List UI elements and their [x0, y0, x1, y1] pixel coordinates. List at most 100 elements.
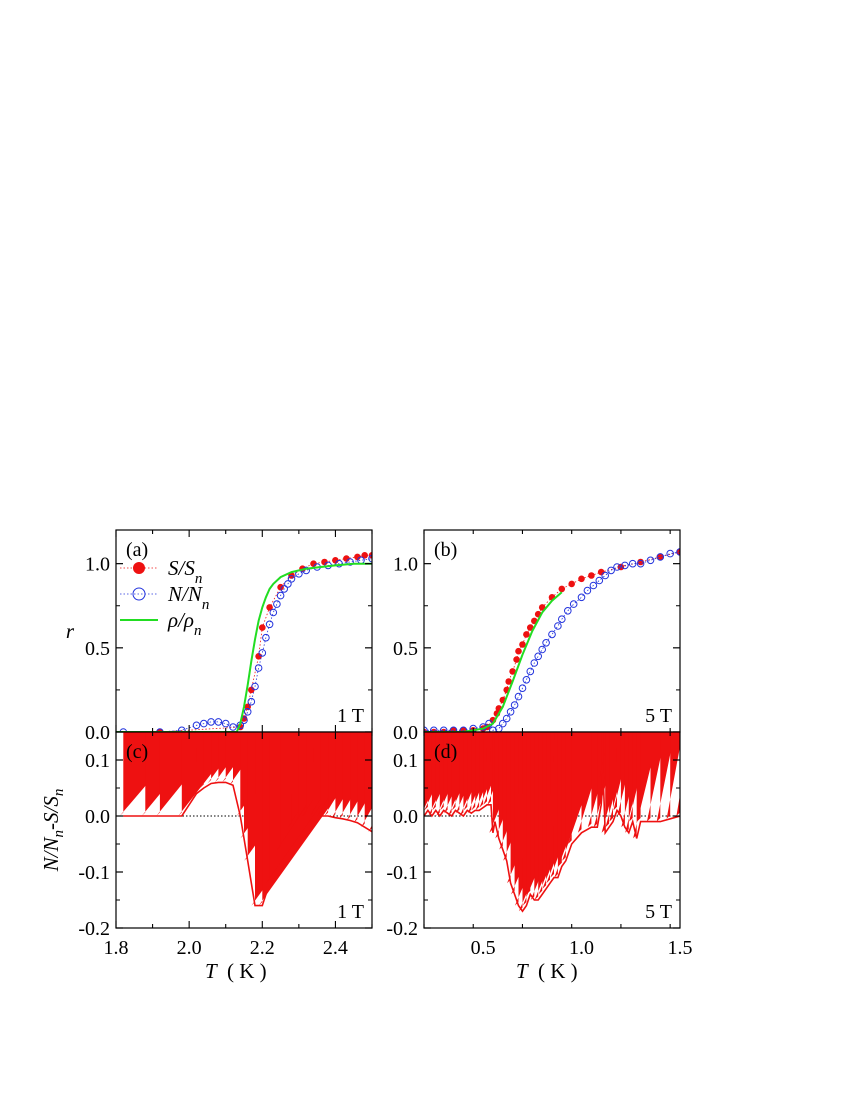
data-point: [656, 553, 665, 561]
y-tick-label: -0.1: [386, 862, 418, 884]
legend-marker: [132, 587, 146, 601]
data-point: [589, 581, 598, 590]
x-tick-label: 1.0: [569, 937, 594, 959]
data-point: [467, 732, 503, 814]
data-point: [617, 563, 625, 571]
data-point: [229, 732, 268, 786]
data-point: [221, 719, 230, 728]
panel-a: 0.0 0.5 1.0 (a) 1 T: [85, 529, 373, 744]
data-point: [178, 732, 244, 816]
data-point: [354, 553, 361, 561]
x-axis-symbol: T: [516, 959, 529, 983]
data-point: [424, 732, 462, 811]
series-line-green: [116, 562, 372, 732]
plot-frame: [115, 731, 373, 929]
x-axis-unit: ( K ): [227, 959, 267, 983]
data-point: [479, 732, 511, 808]
data-point: [505, 678, 512, 685]
data-point: [346, 732, 372, 821]
data-point: [569, 600, 578, 608]
data-point: [428, 732, 469, 816]
data-point: [284, 580, 292, 588]
data-point: [509, 668, 516, 675]
data-point: [156, 732, 225, 816]
data-point: [607, 566, 615, 575]
series-line-blue: [123, 558, 372, 732]
data-point: [276, 591, 285, 600]
data-point: [656, 732, 675, 822]
data-point: [240, 732, 317, 839]
data-point: [255, 653, 262, 660]
legend-label: ρ/ρn: [167, 608, 202, 639]
series-group: [424, 548, 680, 732]
data-point: [309, 732, 363, 816]
data-point: [346, 558, 354, 566]
data-point: [527, 624, 534, 631]
data-point: [192, 721, 201, 730]
data-point: [526, 667, 535, 676]
data-point: [119, 728, 128, 732]
y-tick-label: 0.0: [393, 806, 418, 828]
data-point: [613, 563, 621, 571]
data-point: [646, 556, 655, 565]
data-point: [459, 726, 468, 732]
legend-sub: n: [202, 597, 210, 613]
data-point: [666, 549, 675, 558]
legend-marker: [133, 562, 145, 574]
series-group: [424, 732, 680, 913]
data-point: [515, 647, 522, 655]
data-point: [588, 572, 595, 579]
data-point: [200, 732, 243, 788]
plot-frame: [423, 731, 681, 929]
data-point: [542, 639, 550, 647]
data-point: [439, 726, 448, 732]
data-point: [335, 559, 343, 568]
data-point: [514, 692, 523, 701]
data-point: [568, 732, 605, 844]
data-point: [599, 732, 610, 777]
data-point: [444, 732, 481, 814]
data-point: [156, 728, 164, 732]
data-point: [601, 571, 610, 580]
data-point: [554, 622, 562, 630]
data-point: [258, 649, 267, 657]
data-point: [629, 732, 651, 822]
data-point: [534, 652, 543, 661]
y-axis-title-diff: N/Nn-S/Sn: [39, 789, 67, 873]
data-point: [119, 732, 192, 816]
x-tick-label: 2.0: [177, 937, 202, 959]
data-point: [229, 723, 237, 731]
y-tick-label: 1.0: [85, 554, 110, 576]
data-point: [368, 554, 372, 563]
data-point: [280, 585, 289, 593]
data-point: [522, 676, 531, 684]
data-point: [548, 630, 556, 639]
x-tick-label: 2.2: [250, 937, 275, 959]
data-point: [578, 575, 585, 583]
data-point: [506, 708, 515, 716]
x-tick-label: 2.4: [323, 937, 348, 959]
series-line-blue: [424, 551, 680, 731]
x-tick-label: 1.5: [668, 937, 693, 959]
data-point: [499, 732, 548, 850]
panel-label: (a): [126, 539, 148, 561]
data-point: [251, 682, 259, 691]
y-tick-label: -0.2: [78, 918, 110, 940]
data-point: [530, 659, 539, 667]
axis-sub: n: [51, 830, 67, 838]
axis-part: -S/S: [39, 796, 63, 830]
data-point: [339, 732, 372, 819]
data-point: [141, 732, 212, 816]
data-point: [593, 732, 621, 828]
y-tick-label: 1.0: [393, 554, 418, 576]
data-point: [568, 580, 575, 588]
data-point: [207, 732, 246, 784]
data-point: [577, 593, 586, 602]
data-point: [637, 732, 658, 822]
data-point: [558, 585, 566, 593]
x-tick-label: 0.5: [471, 937, 496, 959]
x-axis-unit: ( K ): [538, 959, 578, 983]
data-point: [440, 732, 476, 811]
x-axis-title-left: T ( K ): [205, 959, 267, 983]
data-point: [621, 561, 629, 570]
